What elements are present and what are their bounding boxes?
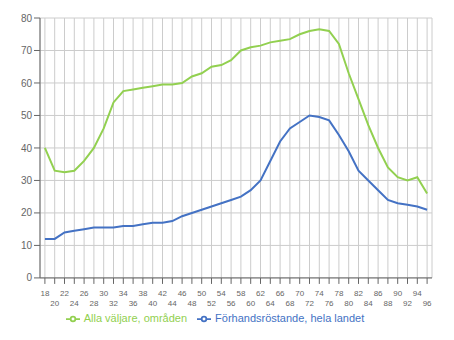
svg-text:32: 32 — [109, 299, 118, 308]
svg-text:72: 72 — [305, 299, 314, 308]
svg-text:52: 52 — [207, 299, 216, 308]
svg-text:54: 54 — [217, 289, 226, 298]
svg-text:28: 28 — [89, 299, 98, 308]
svg-text:64: 64 — [266, 299, 275, 308]
svg-text:60: 60 — [21, 78, 33, 89]
svg-text:70: 70 — [295, 289, 304, 298]
svg-text:0: 0 — [26, 272, 32, 283]
svg-text:38: 38 — [138, 289, 147, 298]
svg-text:90: 90 — [393, 289, 402, 298]
svg-text:36: 36 — [129, 299, 138, 308]
svg-text:74: 74 — [315, 289, 324, 298]
svg-text:44: 44 — [168, 299, 177, 308]
svg-text:68: 68 — [285, 299, 294, 308]
svg-text:30: 30 — [21, 175, 33, 186]
svg-text:94: 94 — [413, 289, 422, 298]
svg-text:50: 50 — [197, 289, 206, 298]
svg-text:56: 56 — [227, 299, 236, 308]
svg-text:42: 42 — [158, 289, 167, 298]
svg-text:88: 88 — [383, 299, 392, 308]
svg-text:24: 24 — [70, 299, 79, 308]
svg-text:10: 10 — [21, 240, 33, 251]
svg-text:76: 76 — [325, 299, 334, 308]
svg-text:20: 20 — [21, 207, 33, 218]
svg-text:20: 20 — [50, 299, 59, 308]
svg-text:78: 78 — [334, 289, 343, 298]
svg-text:34: 34 — [119, 289, 128, 298]
svg-text:22: 22 — [60, 289, 69, 298]
svg-text:40: 40 — [21, 143, 33, 154]
svg-text:80: 80 — [21, 13, 33, 24]
svg-text:50: 50 — [21, 110, 33, 121]
svg-text:92: 92 — [403, 299, 412, 308]
svg-text:96: 96 — [423, 299, 432, 308]
svg-text:62: 62 — [256, 289, 265, 298]
svg-text:86: 86 — [374, 289, 383, 298]
svg-text:30: 30 — [99, 289, 108, 298]
svg-text:58: 58 — [236, 289, 245, 298]
svg-text:48: 48 — [187, 299, 196, 308]
svg-text:40: 40 — [148, 299, 157, 308]
html-text:Alla väljare, områden: Alla väljare, områden — [83, 311, 188, 324]
svg-text:84: 84 — [364, 299, 373, 308]
html-text:Förhandsröstande, hela landet: Förhandsröstande, hela landet — [215, 311, 365, 324]
svg-text:26: 26 — [80, 289, 89, 298]
svg-text:60: 60 — [246, 299, 255, 308]
svg-text:18: 18 — [40, 289, 49, 298]
svg-text:46: 46 — [178, 289, 187, 298]
svg-text:80: 80 — [344, 299, 353, 308]
svg-text:66: 66 — [276, 289, 285, 298]
svg-text:82: 82 — [354, 289, 363, 298]
svg-text:70: 70 — [21, 45, 33, 56]
